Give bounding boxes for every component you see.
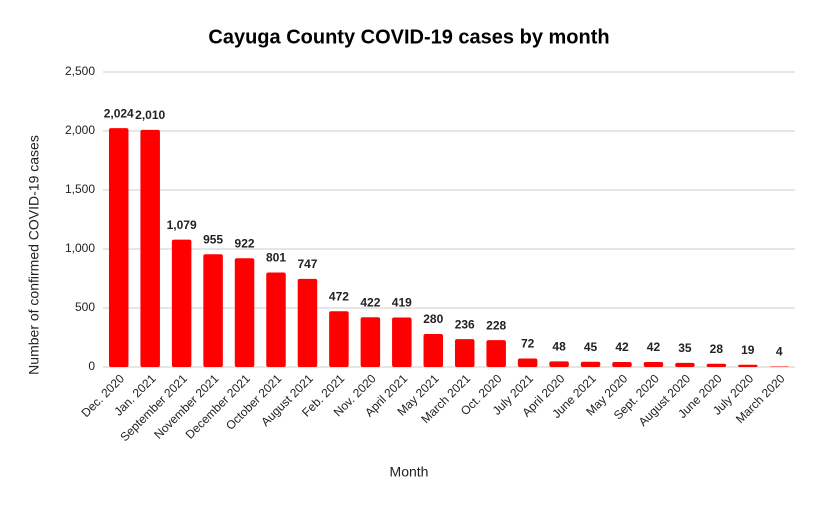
data-label: 236	[455, 317, 475, 331]
bar	[392, 317, 412, 367]
x-axis-label: Month	[390, 464, 429, 480]
data-label: 422	[360, 295, 380, 309]
data-label: 35	[678, 341, 692, 355]
data-label: 472	[329, 289, 349, 303]
data-label: 48	[552, 340, 566, 354]
bar	[517, 358, 538, 367]
bar	[234, 258, 255, 367]
bar	[297, 278, 318, 367]
data-label: 922	[235, 236, 255, 250]
data-label: 1,079	[167, 218, 197, 232]
y-tick-label: 0	[88, 359, 95, 373]
bar	[423, 333, 444, 367]
data-label: 42	[647, 340, 661, 354]
bar	[675, 362, 695, 367]
bar	[108, 128, 129, 367]
data-label: 419	[392, 296, 412, 310]
bar	[203, 254, 223, 367]
y-tick-label: 500	[75, 300, 95, 314]
y-tick-label: 2,500	[65, 64, 95, 78]
y-axis-label: Number of confirmed COVID-19 cases	[26, 135, 42, 375]
bar	[612, 362, 632, 367]
data-label: 4	[776, 345, 783, 359]
bar	[549, 361, 569, 367]
data-label: 228	[486, 318, 506, 332]
bar	[580, 361, 601, 367]
y-tick-label: 2,000	[65, 123, 95, 137]
bar	[486, 340, 506, 367]
data-label: 2,010	[135, 108, 165, 122]
data-label: 801	[266, 251, 286, 265]
bar	[140, 129, 160, 367]
chart-title: Cayuga County COVID-19 cases by month	[208, 26, 609, 48]
data-label: 19	[741, 343, 755, 357]
y-tick-label: 1,500	[65, 182, 95, 196]
data-label: 72	[521, 337, 535, 351]
bar	[643, 362, 664, 367]
bar	[360, 317, 381, 367]
data-label: 28	[710, 342, 724, 356]
bar	[329, 311, 349, 367]
data-label: 45	[584, 340, 598, 354]
data-label: 42	[615, 340, 629, 354]
bar	[706, 363, 727, 367]
y-tick-label: 1,000	[65, 241, 95, 255]
data-label: 955	[203, 232, 223, 246]
bar	[266, 272, 286, 367]
data-label: 280	[423, 312, 443, 326]
bar	[738, 364, 758, 367]
data-label: 2,024	[104, 106, 134, 120]
bar	[454, 339, 475, 367]
data-label: 747	[297, 257, 317, 271]
bar	[171, 239, 192, 367]
